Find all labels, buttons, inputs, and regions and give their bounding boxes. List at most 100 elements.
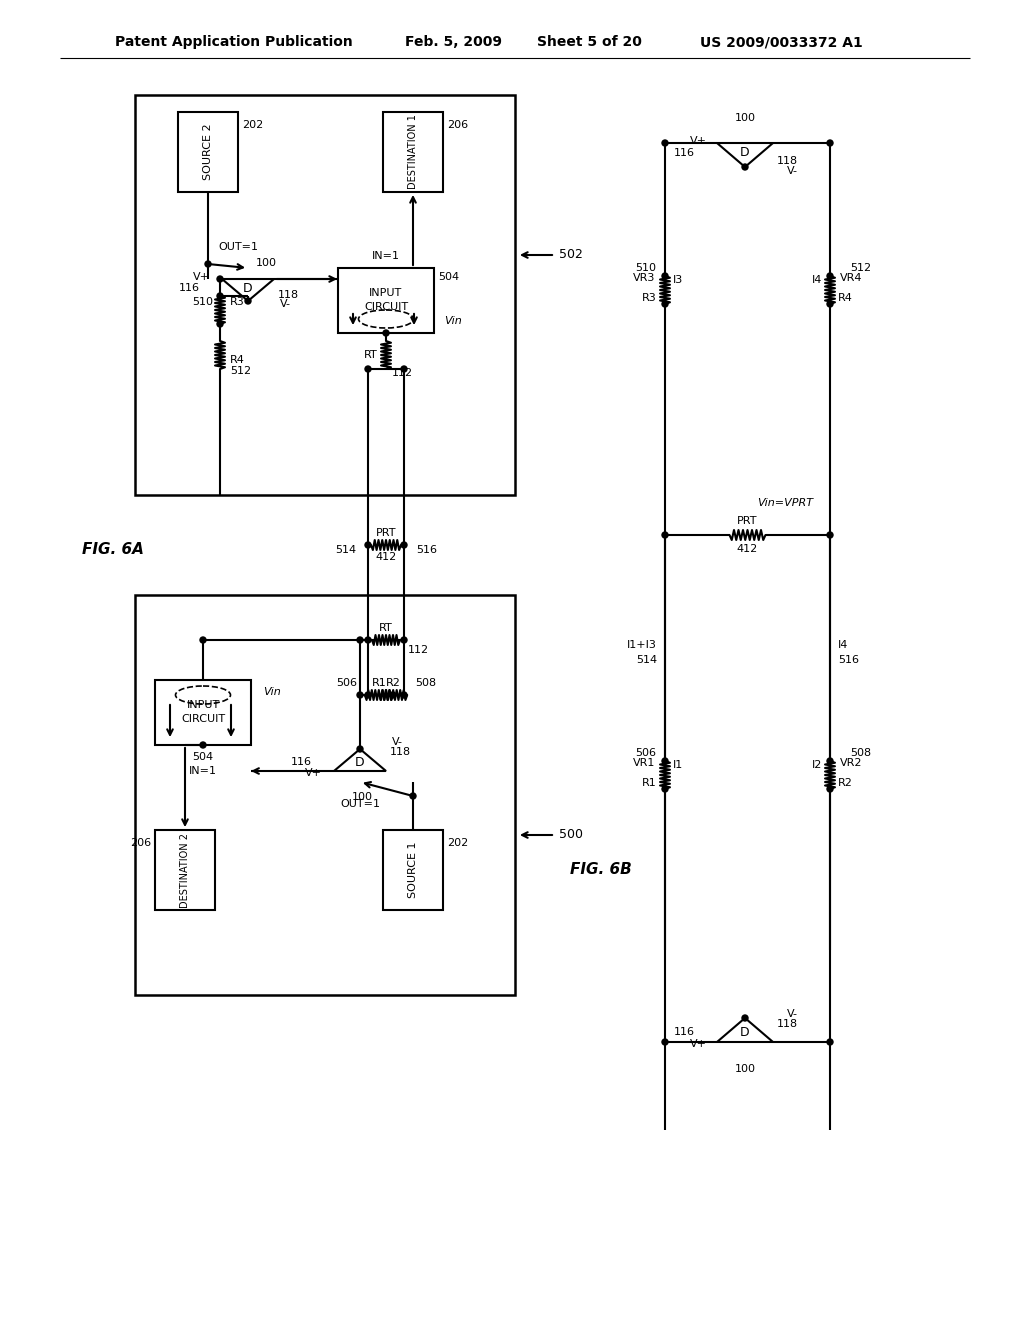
Text: OUT=1: OUT=1 (218, 242, 258, 252)
Text: 510: 510 (193, 297, 213, 308)
Circle shape (245, 298, 251, 304)
Text: 506: 506 (635, 748, 656, 758)
Text: 202: 202 (447, 838, 468, 847)
Text: 100: 100 (734, 1064, 756, 1074)
Text: FIG. 6A: FIG. 6A (82, 543, 144, 557)
Text: VR3: VR3 (633, 273, 655, 282)
Text: IN=1: IN=1 (372, 251, 400, 261)
Circle shape (200, 638, 206, 643)
Text: 508: 508 (850, 748, 871, 758)
Text: I1: I1 (673, 760, 683, 770)
Text: VR2: VR2 (840, 758, 862, 768)
Text: 512: 512 (850, 263, 871, 273)
Circle shape (357, 692, 362, 698)
Text: 116: 116 (179, 282, 200, 293)
Text: IN=1: IN=1 (189, 766, 217, 776)
Text: 116: 116 (674, 148, 695, 158)
Text: 112: 112 (408, 645, 429, 655)
Text: R1: R1 (372, 678, 386, 688)
Text: 514: 514 (636, 655, 657, 665)
Text: I3: I3 (673, 275, 683, 285)
Text: PRT: PRT (376, 528, 396, 539)
Circle shape (357, 746, 362, 752)
Text: 510: 510 (635, 263, 656, 273)
Text: I4: I4 (838, 640, 848, 649)
Circle shape (401, 638, 407, 643)
Circle shape (827, 532, 833, 539)
Circle shape (827, 758, 833, 764)
Text: Sheet 5 of 20: Sheet 5 of 20 (537, 36, 642, 49)
Bar (383, 112, 443, 191)
Text: Patent Application Publication: Patent Application Publication (115, 36, 352, 49)
Bar (155, 680, 251, 744)
Circle shape (365, 366, 371, 372)
Circle shape (217, 276, 223, 282)
Text: R3: R3 (642, 293, 657, 304)
Text: RT: RT (379, 623, 393, 634)
Text: 202: 202 (242, 120, 263, 129)
Text: 100: 100 (352, 792, 373, 803)
Text: INPUT: INPUT (186, 701, 219, 710)
Circle shape (401, 692, 407, 698)
Text: V+: V+ (305, 768, 322, 777)
Circle shape (205, 261, 211, 267)
Text: DESTINATION 2: DESTINATION 2 (180, 833, 190, 908)
Bar (155, 830, 215, 909)
Text: I4: I4 (812, 275, 822, 285)
Text: VR4: VR4 (840, 273, 862, 282)
Text: Vin: Vin (444, 315, 462, 326)
Text: V-: V- (280, 300, 291, 309)
Text: D: D (355, 755, 365, 768)
Text: 112: 112 (392, 368, 413, 378)
Bar (135, 95, 515, 495)
Circle shape (662, 1039, 668, 1045)
Text: 516: 516 (838, 655, 859, 665)
Bar (178, 112, 238, 191)
Text: 516: 516 (416, 545, 437, 554)
Text: R4: R4 (230, 355, 245, 366)
Text: 206: 206 (447, 120, 468, 129)
Bar (338, 268, 434, 333)
Text: FIG. 6B: FIG. 6B (570, 862, 632, 878)
Circle shape (390, 692, 396, 698)
Text: V+: V+ (193, 272, 210, 282)
Text: 206: 206 (130, 838, 151, 847)
Text: V+: V+ (690, 136, 707, 147)
Circle shape (383, 330, 389, 337)
Text: 116: 116 (291, 756, 312, 767)
Text: Feb. 5, 2009: Feb. 5, 2009 (406, 36, 502, 49)
Text: 504: 504 (193, 752, 214, 762)
Text: D: D (243, 281, 253, 294)
Text: INPUT: INPUT (370, 289, 402, 298)
Text: R4: R4 (838, 293, 853, 304)
Circle shape (662, 140, 668, 147)
Text: 412: 412 (376, 552, 396, 562)
Circle shape (365, 638, 371, 643)
Circle shape (662, 532, 668, 539)
Bar (135, 595, 515, 995)
Text: PRT: PRT (737, 516, 758, 525)
Circle shape (401, 543, 407, 548)
Text: 500: 500 (559, 829, 583, 842)
Text: CIRCUIT: CIRCUIT (181, 714, 225, 725)
Text: R3: R3 (230, 297, 245, 308)
Text: 502: 502 (559, 248, 583, 261)
Text: V-: V- (787, 166, 798, 176)
Circle shape (742, 164, 748, 170)
Text: SOURCE 1: SOURCE 1 (408, 842, 418, 898)
Text: DESTINATION 1: DESTINATION 1 (408, 115, 418, 190)
Text: I2: I2 (812, 760, 822, 770)
Circle shape (365, 692, 371, 698)
Circle shape (217, 293, 223, 300)
Circle shape (662, 785, 668, 792)
Text: 412: 412 (737, 544, 758, 554)
Circle shape (200, 742, 206, 748)
Text: RT: RT (365, 350, 378, 360)
Circle shape (217, 321, 223, 327)
Text: 118: 118 (777, 1019, 798, 1030)
Text: 504: 504 (438, 272, 459, 282)
Text: V-: V- (392, 737, 403, 747)
Text: R1: R1 (642, 777, 657, 788)
Circle shape (827, 301, 833, 308)
Text: V+: V+ (690, 1039, 707, 1049)
